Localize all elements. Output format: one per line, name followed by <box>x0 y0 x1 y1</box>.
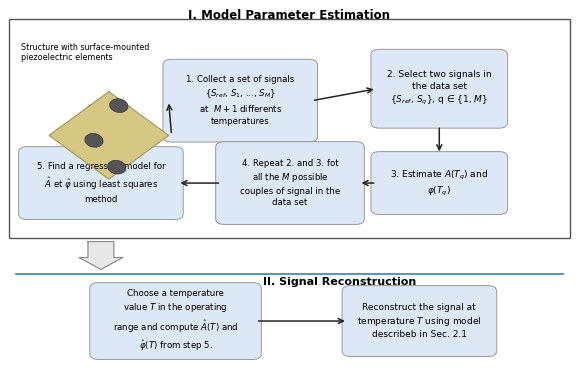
Ellipse shape <box>108 160 126 174</box>
Text: I. Model Parameter Estimation: I. Model Parameter Estimation <box>189 10 390 22</box>
Text: Reconstruct the signal at
temperature $T$ using model
describeb in Sec. 2.1: Reconstruct the signal at temperature $T… <box>357 303 482 339</box>
Text: 2. Select two signals in
the data set
{$S_{ref}$, $S_q$}, q ∈ {1, $M$}: 2. Select two signals in the data set {$… <box>387 70 492 107</box>
Text: 3. Estimate $A$($T_q$) and
$\varphi$($T_q$): 3. Estimate $A$($T_q$) and $\varphi$($T_… <box>390 168 488 198</box>
FancyBboxPatch shape <box>9 19 570 237</box>
Polygon shape <box>79 242 123 269</box>
Ellipse shape <box>85 133 103 147</box>
FancyBboxPatch shape <box>19 147 183 220</box>
Text: 5. Find a regression model for
$\hat{A}$ et $\hat{\varphi}$ using least squares
: 5. Find a regression model for $\hat{A}$… <box>36 162 165 204</box>
FancyBboxPatch shape <box>90 283 261 359</box>
FancyBboxPatch shape <box>215 142 364 225</box>
Text: 4. Repeat 2. and 3. fot
all the $M$ possible
couples of signal in the
data set: 4. Repeat 2. and 3. fot all the $M$ poss… <box>240 159 340 207</box>
Text: 1. Collect a set of signals
{$S_{ref}$, $S_1$, ..., $S_M$}
at  $M + 1$ different: 1. Collect a set of signals {$S_{ref}$, … <box>186 75 294 126</box>
Text: Choose a temperature
value $T$ in the operating
range and compute $\hat{A}$($T$): Choose a temperature value $T$ in the op… <box>113 289 239 353</box>
FancyBboxPatch shape <box>371 152 508 215</box>
Polygon shape <box>49 92 168 179</box>
FancyBboxPatch shape <box>342 286 497 356</box>
FancyBboxPatch shape <box>163 59 317 142</box>
Ellipse shape <box>109 99 128 112</box>
FancyBboxPatch shape <box>371 49 508 128</box>
Text: II. Signal Reconstruction: II. Signal Reconstruction <box>263 277 416 287</box>
Text: Structure with surface-mounted
piezoelectric elements: Structure with surface-mounted piezoelec… <box>21 43 149 62</box>
